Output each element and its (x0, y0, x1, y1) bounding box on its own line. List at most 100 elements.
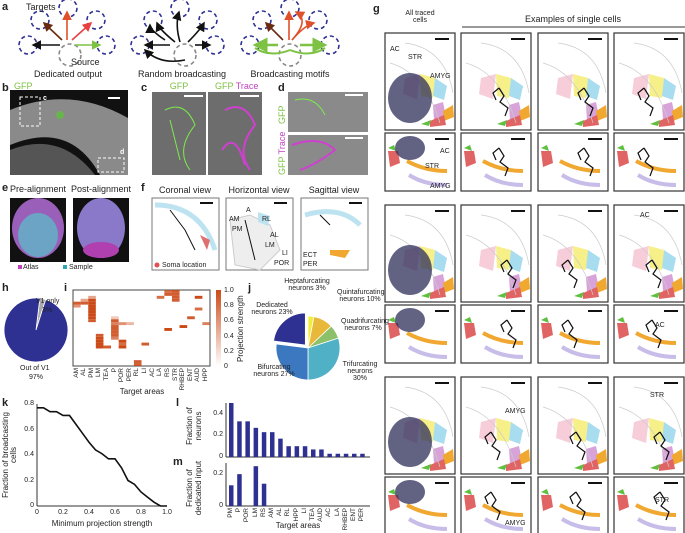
heatmap-cell (88, 304, 96, 308)
heatmap-cell (133, 360, 142, 364)
m-x-tick: TEA (309, 508, 316, 521)
d-gfp-word: GFP (277, 156, 287, 175)
panel-letter-d: d (278, 82, 285, 94)
traced-cells-cloud (388, 245, 432, 295)
neuron-trace (645, 259, 662, 289)
heatmap-cell (73, 301, 81, 305)
soma-legend-dot (154, 262, 160, 268)
g-label-ac-4: AC (640, 212, 650, 219)
h-out-of-v1-value: 97% (29, 374, 44, 381)
c-gfp-word: GFP (215, 81, 234, 91)
dedicated-output-diagram (18, 0, 116, 67)
g-panel-1-0-1 (460, 204, 532, 303)
heatmap-cell (95, 345, 104, 349)
all-traced-cells-title: All traced cells (405, 10, 435, 24)
j-label-quintafurcating-neurons: Quintafurcating neurons 10% (337, 289, 385, 303)
j-label-quadrifurcating-neurons: Quadrifurcating neurons 7% (341, 318, 389, 332)
colorbar-tick: 1.0 (224, 287, 234, 294)
m-y-tick: 0.2 (213, 470, 223, 478)
heatmap-cell (164, 292, 172, 296)
heatmap-cell (88, 313, 96, 317)
heatmap-cell (118, 345, 127, 349)
heatmap-x-tick: AL (80, 368, 88, 376)
m-x-tick: AC (325, 508, 333, 518)
l-y-tick: 0 (219, 453, 223, 460)
panel-letter-i: i (64, 282, 68, 294)
panel-letter-k: k (2, 397, 9, 409)
d-trace-word: Trace (277, 131, 287, 155)
g-panel-1-1-2 (537, 304, 609, 364)
soma-location-label: Soma location (162, 262, 207, 269)
j-label-trifurcating-neurons: Trifurcating neurons 30% (342, 361, 378, 382)
pie-slice-bifurcating-neurons (275, 343, 309, 381)
panel-letter-l: l (176, 397, 180, 409)
colorbar-tick: 0.2 (224, 347, 234, 355)
g-label-amyg-4: AMYG (505, 520, 526, 527)
traced-cells-cloud (395, 480, 425, 504)
panel-b-image (10, 90, 128, 175)
examples-single-cells-title: Examples of single cells (524, 14, 622, 24)
k-y-tick: 0 (30, 502, 34, 509)
g-panel-2-0-1 (460, 376, 532, 475)
g-label-str-4: STR (655, 497, 669, 504)
k-y-tick: 0.4 (24, 451, 34, 458)
broadcasting-motifs-title: Broadcasting motifs (250, 69, 330, 79)
g-label-str: STR (408, 54, 422, 61)
l-bar-hpp (294, 446, 300, 457)
area-label-ect: ECT (303, 252, 317, 259)
source-label: Source (71, 57, 100, 67)
heatmap-cell (111, 322, 119, 326)
heatmap-cell (164, 328, 172, 331)
neuron-trace (569, 491, 586, 521)
k-x-tick: 0.2 (58, 509, 68, 516)
m-bar-pm (229, 485, 234, 506)
l-bar-rl (286, 446, 291, 457)
chart-l-bar (225, 403, 370, 458)
colorbar-tick: 0.4 (224, 332, 234, 340)
heatmap-cell (95, 339, 104, 343)
heatmap-cell (88, 319, 96, 323)
g-label-ac: AC (390, 46, 400, 53)
m-y-tick: 0 (219, 502, 223, 509)
pie-slice-dedicated-neurons (273, 312, 306, 346)
heatmap-x-tick: TEA (103, 368, 111, 381)
k-x-label: Minimum projection strength (51, 519, 153, 528)
area-label-rl: RL (262, 216, 271, 223)
h-v1-only-value: 3% (42, 307, 53, 314)
l-y-tick: 0.4 (213, 409, 223, 417)
panel-a-diagrams (18, 0, 340, 67)
g-label-amyg-3: AMYG (505, 408, 526, 415)
atlas-legend-label: Atlas (23, 264, 39, 271)
area-label-li: LI (282, 250, 288, 257)
neuron-trace (561, 319, 578, 349)
k-x-tick: 0 (35, 509, 39, 516)
c-gfp-trace-label: GFP Trace (215, 82, 258, 91)
l-bar-ac (327, 453, 332, 457)
g-panel-2-1-0 (384, 476, 456, 533)
l-bar-la (335, 453, 341, 457)
panel-d-images (288, 92, 368, 175)
m-x-tick: P (235, 508, 243, 513)
heatmap-cell (126, 322, 134, 326)
panel-c-images (152, 92, 262, 175)
k-y-label: Fraction of broadcasting cells (1, 412, 18, 498)
heatmap-cell (88, 310, 96, 314)
heatmap-cell (88, 307, 96, 311)
h-out-of-v1-label: Out of V1 (20, 365, 50, 372)
horizontal-view-title: Horizontal view (228, 185, 290, 195)
panel-letter-b: b (2, 82, 9, 94)
heatmap-cell (171, 295, 180, 299)
l-bar-aud (319, 449, 324, 457)
panel-letter-m: m (173, 456, 183, 468)
heatmap-cell (80, 298, 89, 302)
heatmap-cell (80, 301, 89, 305)
heatmap-cell (187, 316, 195, 320)
heatmap-cell (111, 325, 119, 328)
m-y-label: Fraction of dedicated input (185, 460, 203, 516)
d-gfp-trace-label: GFP Trace (277, 131, 287, 175)
c-trace-word: Trace (235, 81, 259, 91)
heatmap-cell (111, 319, 119, 323)
heatmap-cell (194, 295, 203, 299)
heatmap-cell (118, 322, 127, 326)
heatmap-cell (95, 336, 104, 340)
